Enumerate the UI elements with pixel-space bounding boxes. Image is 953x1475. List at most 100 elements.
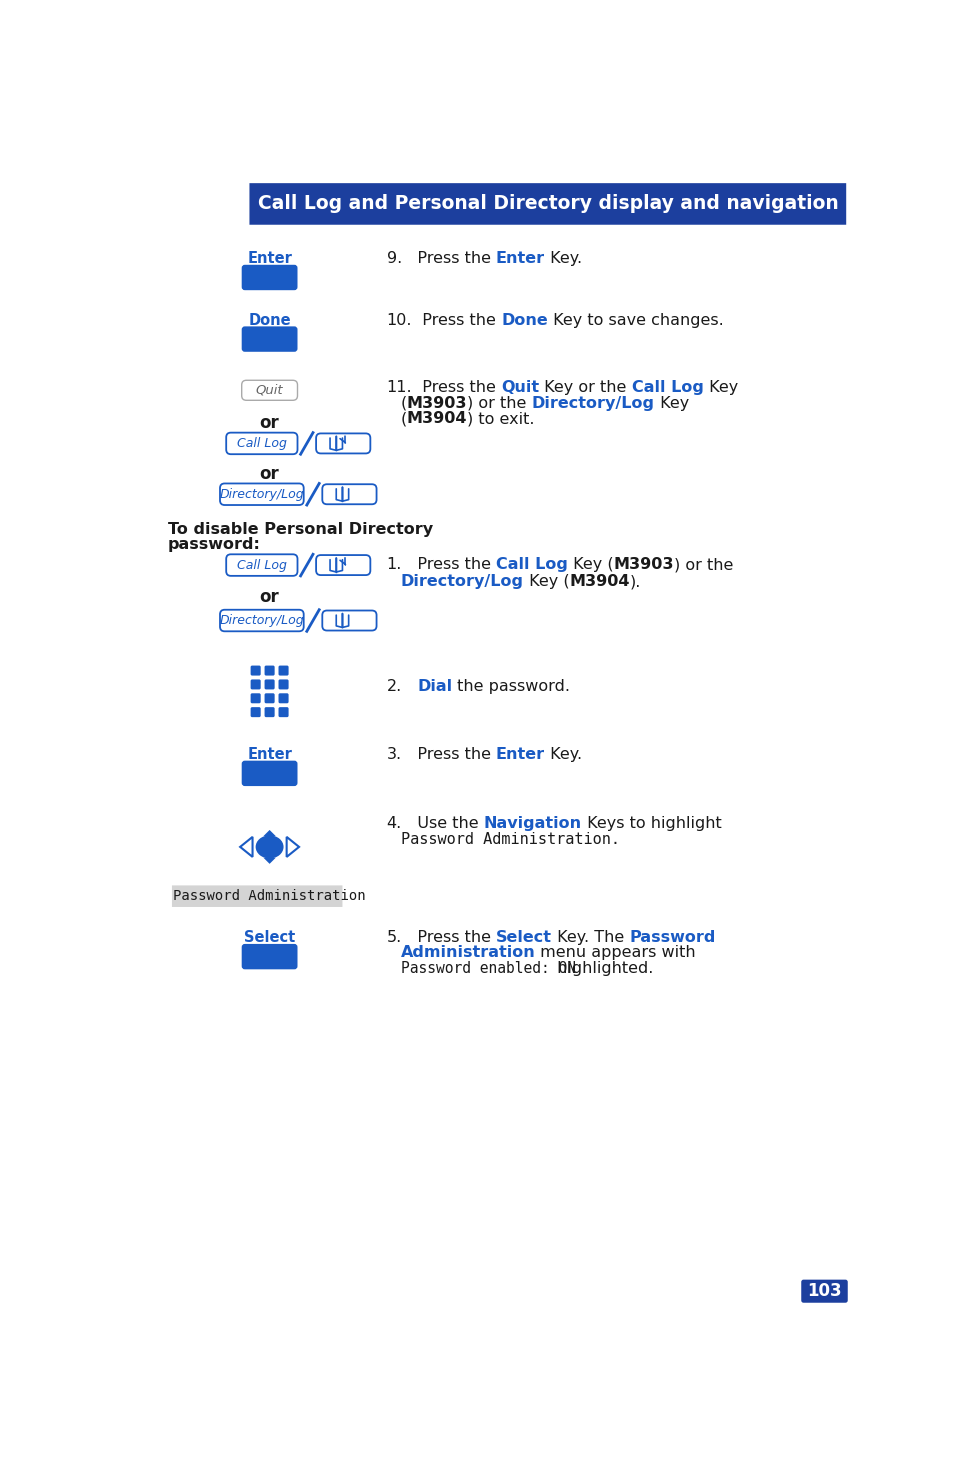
Text: Directory/Log: Directory/Log [531,395,654,410]
Text: Password: Password [629,931,715,945]
FancyBboxPatch shape [801,1280,847,1302]
Text: Key (: Key ( [567,558,613,572]
FancyBboxPatch shape [241,944,297,969]
FancyBboxPatch shape [251,707,260,717]
FancyBboxPatch shape [249,183,845,224]
Text: Password enabled: ON: Password enabled: ON [400,960,575,976]
Text: (: ( [400,412,406,426]
Text: ) or the: ) or the [674,558,733,572]
Text: menu appears with: menu appears with [535,945,696,960]
Text: To disable Personal Directory: To disable Personal Directory [168,522,433,537]
Text: Done: Done [500,313,547,327]
Text: Key: Key [703,381,738,395]
FancyBboxPatch shape [220,609,303,631]
FancyBboxPatch shape [278,707,289,717]
Text: password:: password: [168,537,261,552]
Text: Press the: Press the [401,746,496,761]
Text: or: or [259,465,279,482]
FancyBboxPatch shape [251,665,260,676]
Polygon shape [240,836,253,857]
Text: Use the: Use the [401,816,483,830]
FancyBboxPatch shape [172,885,342,907]
FancyBboxPatch shape [315,434,370,453]
Text: ) to exit.: ) to exit. [467,412,535,426]
Text: Call Log: Call Log [496,558,567,572]
Text: Press the: Press the [401,251,496,266]
FancyBboxPatch shape [315,555,370,575]
Text: M3904: M3904 [569,574,629,590]
Text: 11.: 11. [386,381,412,395]
FancyBboxPatch shape [251,680,260,689]
Text: Key.: Key. [544,251,581,266]
FancyBboxPatch shape [226,555,297,575]
FancyBboxPatch shape [226,432,297,454]
Text: highlighted.: highlighted. [551,960,653,976]
Text: Call Log: Call Log [236,437,287,450]
Text: Key: Key [654,395,688,410]
Text: Done: Done [248,313,291,327]
FancyBboxPatch shape [322,484,376,504]
Text: or: or [259,414,279,432]
Text: Call Log: Call Log [236,559,287,572]
FancyBboxPatch shape [241,761,297,786]
Text: Enter: Enter [496,746,544,761]
Text: the password.: the password. [452,678,570,695]
Text: Press the: Press the [401,931,496,945]
Text: Key (: Key ( [523,574,569,590]
Text: ).: ). [629,574,640,590]
FancyBboxPatch shape [241,266,297,291]
Text: Directory/Log: Directory/Log [400,574,523,590]
Text: M3904: M3904 [406,412,467,426]
Polygon shape [286,836,298,857]
Text: 5.: 5. [386,931,401,945]
Text: Select: Select [496,931,552,945]
FancyBboxPatch shape [322,611,376,630]
Text: Select: Select [244,931,294,945]
FancyBboxPatch shape [278,680,289,689]
Text: Quit: Quit [500,381,538,395]
Text: 4.: 4. [386,816,401,830]
Text: Key or the: Key or the [538,381,631,395]
Text: Keys to highlight: Keys to highlight [581,816,720,830]
Text: Press the: Press the [412,313,500,327]
Text: 9.: 9. [386,251,401,266]
Text: Enter: Enter [247,746,292,761]
Text: Press the: Press the [412,381,500,395]
Text: 103: 103 [806,1282,841,1299]
Text: 10.: 10. [386,313,412,327]
Text: 2.: 2. [386,678,401,695]
Text: Dial: Dial [416,678,452,695]
FancyBboxPatch shape [241,381,297,400]
Text: Directory/Log: Directory/Log [219,488,304,500]
Text: Directory/Log: Directory/Log [219,614,304,627]
Text: Call Log and Personal Directory display and navigation: Call Log and Personal Directory display … [258,195,838,214]
Text: Key.: Key. [544,746,581,761]
FancyBboxPatch shape [264,707,274,717]
Text: 3.: 3. [386,746,401,761]
FancyBboxPatch shape [264,693,274,704]
Text: (: ( [400,395,406,410]
Text: Press the: Press the [401,558,496,572]
FancyBboxPatch shape [278,693,289,704]
FancyBboxPatch shape [251,693,260,704]
Polygon shape [263,830,275,836]
Text: Password Administration.: Password Administration. [400,832,618,847]
Text: Key. The: Key. The [552,931,629,945]
Text: Navigation: Navigation [483,816,581,830]
Text: Password Administration: Password Administration [173,889,366,903]
Text: Call Log: Call Log [631,381,703,395]
Text: M3903: M3903 [613,558,674,572]
FancyBboxPatch shape [241,326,297,353]
FancyBboxPatch shape [264,680,274,689]
Text: Quit: Quit [255,384,283,397]
FancyBboxPatch shape [278,665,289,676]
Text: or: or [259,589,279,606]
FancyBboxPatch shape [264,665,274,676]
Text: M3903: M3903 [406,395,467,410]
Text: Administration: Administration [400,945,535,960]
FancyBboxPatch shape [220,484,303,504]
Polygon shape [263,857,275,864]
Text: Key to save changes.: Key to save changes. [547,313,723,327]
Text: Enter: Enter [496,251,544,266]
Text: Enter: Enter [247,251,292,266]
